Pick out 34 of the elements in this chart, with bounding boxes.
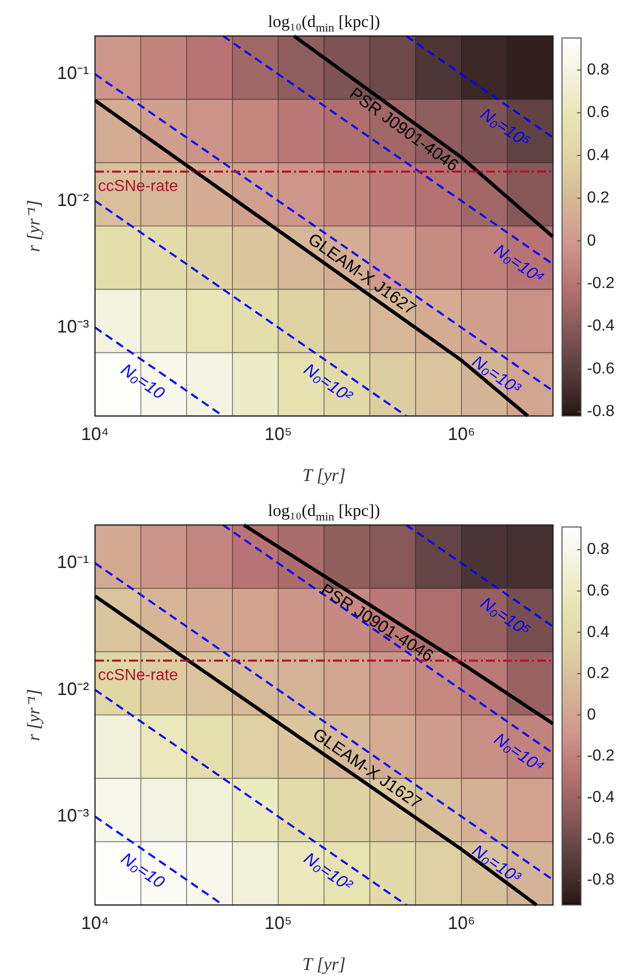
- x-tick-label: 10⁵: [264, 424, 292, 444]
- y-tick-label: 10⁻¹: [56, 63, 90, 84]
- x-tick-label: 10⁵: [264, 912, 292, 933]
- y-tick-label: 10⁻³: [56, 805, 90, 826]
- x-tick-label: 10⁴: [81, 912, 109, 933]
- x-tick-label: 10⁶: [448, 424, 476, 444]
- color-bar-label: 0.6: [587, 582, 610, 600]
- y-tick-label: 10⁻²: [56, 190, 90, 210]
- color-bar-label: -0.4: [587, 788, 615, 806]
- x-axis-title: T [yr]: [302, 954, 346, 974]
- color-bar-label: 0.4: [587, 624, 610, 641]
- color-bar-label: 0: [587, 706, 596, 724]
- color-bar-label: 0.6: [587, 104, 610, 122]
- y-axis-title: r [yr⁻¹]: [24, 689, 44, 741]
- color-bar-label: 0.8: [587, 61, 610, 78]
- color-bar-label: 0.2: [587, 190, 610, 207]
- color-bar-label: -0.8: [587, 872, 615, 889]
- color-bar-label: 0.8: [587, 541, 610, 558]
- color-bar-label: 0.4: [587, 146, 610, 164]
- color-bar-label: -0.8: [587, 403, 615, 420]
- color-bar-label: -0.2: [587, 748, 615, 765]
- y-tick-label: 10⁻¹: [56, 552, 90, 572]
- color-bar-label: -0.6: [587, 830, 615, 848]
- color-bar-label: -0.4: [587, 318, 615, 335]
- x-axis-title: T [yr]: [302, 464, 346, 485]
- color-bar-label: -0.6: [587, 360, 615, 378]
- y-tick-label: 10⁻²: [56, 678, 90, 699]
- color-bar-label: -0.2: [587, 275, 615, 292]
- y-tick-label: 10⁻³: [56, 316, 90, 336]
- color-bar-label: 0: [587, 232, 596, 250]
- color-bar-label: 0.2: [587, 665, 610, 682]
- y-axis-title: r [yr⁻¹]: [24, 200, 44, 252]
- x-tick-label: 10⁶: [448, 912, 476, 933]
- x-tick-label: 10⁴: [81, 424, 109, 444]
